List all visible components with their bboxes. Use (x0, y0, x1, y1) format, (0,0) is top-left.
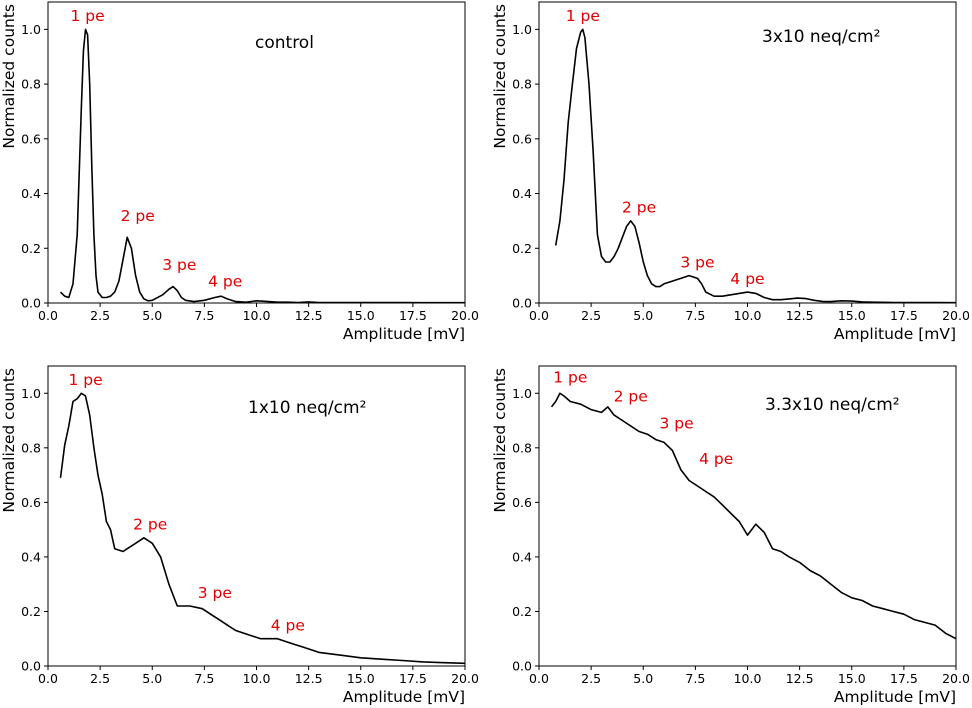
x-tick-label: 0.0 (529, 308, 549, 323)
x-tick-label: 17.5 (399, 308, 427, 323)
y-tick-label: 1.0 (512, 22, 532, 37)
x-tick-label: 10.0 (734, 308, 762, 323)
x-tick-label: 5.0 (633, 308, 653, 323)
x-tick-label: 5.0 (142, 308, 162, 323)
x-tick-label: 20.0 (451, 671, 479, 686)
peak-annotation: 3 pe (162, 256, 196, 274)
y-tick-label: 0.2 (512, 241, 532, 256)
series-line (59, 28, 465, 304)
series-line (554, 28, 957, 304)
x-tick-label: 20.0 (942, 308, 970, 323)
x-tick-label: 2.5 (581, 671, 601, 686)
x-tick-label: 17.5 (890, 671, 918, 686)
peak-annotation: 1 pe (68, 371, 102, 389)
series-line (550, 392, 957, 640)
peak-annotation: 1 pe (566, 7, 600, 25)
chart-panel-1: 0.0 2.5 5.0 7.5 10.0 12.5 15.0 17.5 20.0 0.0 0.2 0.… (0, 1, 479, 343)
x-tick-label: 10.0 (243, 671, 271, 686)
y-tick-label: 0.6 (512, 131, 532, 146)
x-tick-label: 17.5 (399, 671, 427, 686)
y-tick-label: 0.4 (512, 549, 532, 564)
peak-annotation: 4 pe (699, 450, 733, 468)
x-tick-label: 5.0 (633, 671, 653, 686)
panel-label: control (255, 33, 314, 53)
y-tick-label: 0.2 (512, 604, 532, 619)
y-tick-label: 0.0 (512, 659, 532, 674)
y-tick-label: 0.0 (21, 659, 41, 674)
x-tick-label: 20.0 (942, 671, 970, 686)
panel-label: 1x10 neq/cm² (248, 398, 366, 418)
x-tick-label: 20.0 (451, 308, 479, 323)
x-tick-label: 10.0 (243, 308, 271, 323)
y-tick-label: 1.0 (512, 386, 532, 401)
x-axis-label: Amplitude [mV] (834, 325, 956, 343)
y-tick-label: 0.6 (21, 495, 41, 510)
peak-annotation: 2 pe (133, 516, 167, 534)
x-tick-label: 0.0 (38, 671, 58, 686)
x-tick-label: 5.0 (142, 671, 162, 686)
x-tick-label: 2.5 (90, 308, 110, 323)
x-tick-label: 10.0 (734, 671, 762, 686)
x-tick-label: 12.5 (786, 671, 814, 686)
x-tick-label: 12.5 (295, 308, 323, 323)
x-tick-label: 2.5 (581, 308, 601, 323)
chart-panel-4: 0.0 2.5 5.0 7.5 10.0 12.5 15.0 17.5 20.0 0.0 0.2 0.… (491, 365, 970, 706)
peak-annotation: 4 pe (730, 270, 764, 288)
peak-annotation: 4 pe (208, 273, 242, 291)
y-tick-label: 0.6 (512, 495, 532, 510)
y-axis-label: Normalized counts (0, 4, 18, 149)
y-axis-label: Normalized counts (491, 4, 509, 149)
peak-annotation: 2 pe (622, 199, 656, 217)
y-tick-label: 0.0 (512, 296, 532, 311)
x-tick-label: 15.0 (347, 671, 375, 686)
series-line (59, 392, 466, 665)
y-axis-label: Normalized counts (491, 368, 509, 513)
x-tick-label: 7.5 (194, 671, 214, 686)
x-tick-label: 12.5 (786, 308, 814, 323)
y-tick-label: 0.8 (512, 77, 532, 92)
y-tick-label: 0.4 (512, 186, 532, 201)
x-tick-label: 15.0 (838, 671, 866, 686)
y-tick-label: 0.6 (21, 131, 41, 146)
peak-annotation: 4 pe (271, 617, 305, 635)
y-tick-label: 0.8 (21, 440, 41, 455)
y-tick-label: 0.2 (21, 604, 41, 619)
chart-panel-2: 0.0 2.5 5.0 7.5 10.0 12.5 15.0 17.5 20.0 0.0 0.2 0.… (491, 1, 970, 343)
x-tick-label: 15.0 (347, 308, 375, 323)
y-tick-label: 1.0 (21, 22, 41, 37)
x-tick-label: 15.0 (838, 308, 866, 323)
y-tick-label: 0.8 (21, 77, 41, 92)
x-tick-label: 7.5 (685, 308, 705, 323)
y-tick-label: 0.8 (512, 440, 532, 455)
peak-annotation: 3 pe (198, 584, 232, 602)
x-axis-label: Amplitude [mV] (343, 688, 465, 706)
y-tick-label: 0.2 (21, 241, 41, 256)
y-axis-label: Normalized counts (0, 368, 18, 513)
x-tick-label: 0.0 (529, 671, 549, 686)
y-tick-label: 1.0 (21, 386, 41, 401)
y-tick-label: 0.4 (21, 186, 41, 201)
panel-label: 3x10 neq/cm² (762, 27, 880, 47)
x-tick-label: 7.5 (685, 671, 705, 686)
x-tick-label: 2.5 (90, 671, 110, 686)
x-tick-label: 0.0 (38, 308, 58, 323)
panel-label: 3.3x10 neq/cm² (765, 395, 900, 415)
peak-annotation: 1 pe (71, 7, 105, 25)
peak-annotation: 1 pe (553, 368, 587, 386)
x-axis-label: Amplitude [mV] (343, 325, 465, 343)
y-tick-label: 0.0 (21, 296, 41, 311)
chart-panel-3: 0.0 2.5 5.0 7.5 10.0 12.5 15.0 17.5 20.0 0.0 0.2 0.… (0, 365, 479, 706)
peak-annotation: 2 pe (121, 207, 155, 225)
peak-annotation: 3 pe (660, 415, 694, 433)
peak-annotation: 2 pe (614, 387, 648, 405)
x-tick-label: 17.5 (890, 308, 918, 323)
y-tick-label: 0.4 (21, 549, 41, 564)
peak-annotation: 3 pe (680, 253, 714, 271)
x-tick-label: 7.5 (194, 308, 214, 323)
x-tick-label: 12.5 (295, 671, 323, 686)
x-axis-label: Amplitude [mV] (834, 688, 956, 706)
